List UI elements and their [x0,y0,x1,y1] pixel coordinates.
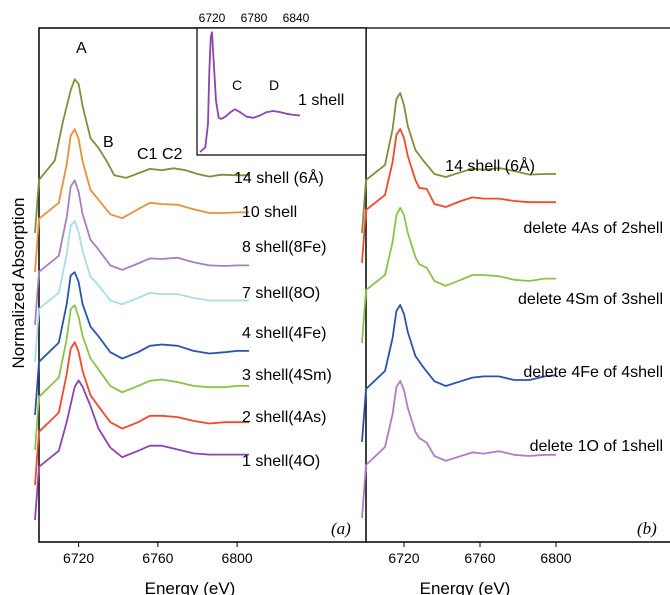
x-tick-label-b-6760: 6760 [464,550,495,566]
panel-a-curves [34,78,249,521]
curve-a-2-shell-4as [34,341,249,486]
inset-ticks: 6720 6780 6840 [199,11,310,25]
series-label-b-14-shell-6: 14 shell (6Å) [445,156,535,175]
series-label-b-delete-4fe-of-4shell: delete 4Fe of 4shell [523,364,663,381]
series-label-a-3-shell-4sm: 3 shell(4Sm) [242,367,332,384]
series-label-b-delete-4as-of-2shell: delete 4As of 2shell [523,220,663,237]
feature-label-c2: C2 [162,146,183,163]
series-label-b-delete-4sm-of-3shell: delete 4Sm of 3shell [518,291,663,308]
curve-b-14-shell-6 [361,92,556,234]
x-tick-label-a-6800: 6800 [222,550,253,566]
x-tick-label-a-6760: 6760 [142,550,173,566]
series-label-a-14-shell-6: 14 shell (6Å) [234,168,324,187]
series-label-a-8-shell-8fe: 8 shell(8Fe) [242,239,326,256]
curve-a-14-shell-6 [34,78,249,234]
panel-a-series-labels: 14 shell (6Å) 10 shell 8 shell(8Fe) 7 shell… [234,168,332,470]
curve-a-8-shell-8fe [34,179,249,326]
inset-curves [199,31,301,153]
series-label-a-7-shell-8o: 7 shell(8O) [242,285,320,302]
x-tick-label-b-6720: 6720 [388,550,419,566]
curve-a-1-shell-4o [34,379,249,521]
x-axis-title-a: Energy (eV) [145,579,236,595]
series-label-inset-1-shell: 1 shell [298,92,344,109]
panel-b-series-labels: 14 shell (6Å) delete 4As of 2shell delete … [445,156,663,455]
feature-label-c1: C1 [137,146,158,163]
series-label-a-10-shell: 10 shell [242,204,297,221]
curve-b-delete-4sm-of-3shell [361,206,556,344]
inset-tick-label-6720: 6720 [199,11,226,25]
curve-b-delete-4as-of-2shell [361,128,556,264]
x-tick-label-b-6800: 6800 [540,550,571,566]
curve-b-delete-4fe-of-4shell [361,304,557,443]
x-axis-title-b: Energy (eV) [420,579,511,595]
panel-label-b: (b) [637,519,657,538]
curve-b-delete-1o-of-1shell [361,380,556,519]
inset-tick-label-6780: 6780 [241,11,268,25]
series-label-a-1-shell-4o: 1 shell(4O) [242,453,320,470]
curve-a-3-shell-4sm [34,304,249,451]
x-tick-label-a-6720: 6720 [63,550,94,566]
series-label-b-delete-1o-of-1shell: delete 1O of 1shell [530,438,663,455]
series-label-a-2-shell-4as: 2 shell(4As) [242,409,326,426]
inset-tick-label-6840: 6840 [283,11,310,25]
feature-label-a: A [76,40,87,57]
curve-a-10-shell [34,128,249,273]
panel-b-curves [361,92,557,519]
inset-feature-label-c: C [232,77,242,93]
y-axis-title: Normalized Absorption [9,197,28,368]
inset-series-labels: 1 shell [298,92,344,109]
panel-a-ticks: 6720 6760 6800 [63,542,253,566]
inset-feature-label-d: D [269,77,279,93]
inset-frame [196,27,367,156]
panel-b-ticks: 6720 6760 6800 [388,542,572,566]
curve-a-7-shell-8o [34,220,249,363]
panel-label-a: (a) [331,519,351,538]
curve-inset-1-shell [199,31,301,153]
series-label-a-4-shell-4fe: 4 shell(4Fe) [242,325,326,342]
feature-label-b: B [103,134,114,151]
curve-a-4-shell-4fe [34,271,249,416]
